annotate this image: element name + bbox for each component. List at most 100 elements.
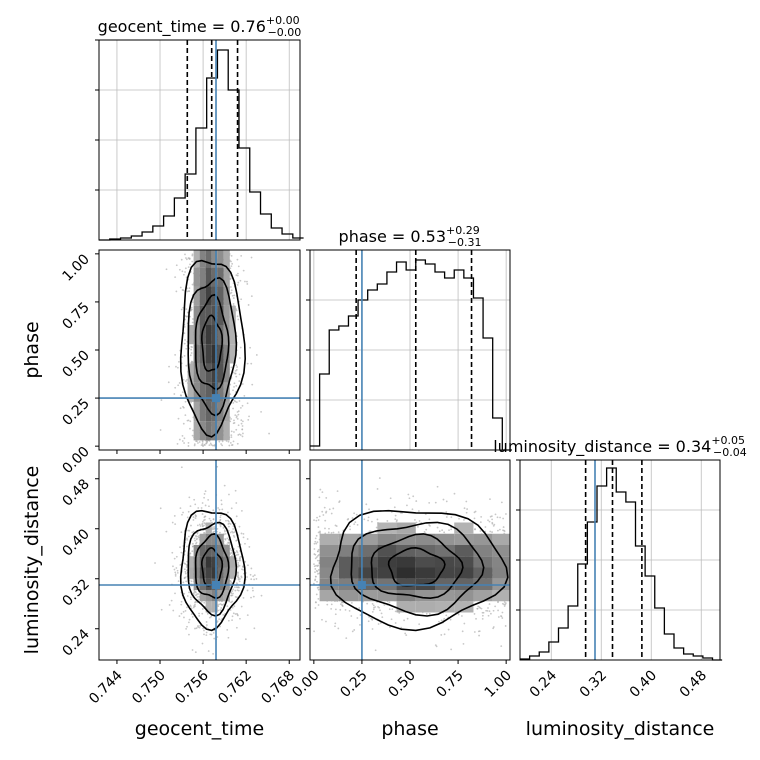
x-tick-label-luminosity_distance: 0.48 — [677, 668, 710, 701]
density-cell — [193, 286, 200, 306]
sample-point — [207, 498, 210, 501]
density-cell — [217, 250, 224, 268]
sample-point — [175, 290, 178, 293]
sample-point — [188, 496, 191, 499]
sample-point — [231, 444, 234, 446]
x-axis-label-geocent_time: geocent_time — [135, 718, 264, 740]
x-tick-label-phase: 0.25 — [337, 668, 370, 701]
sample-point — [328, 527, 330, 530]
sample-point — [406, 504, 408, 507]
sample-point — [193, 444, 196, 447]
sample-point — [398, 612, 401, 614]
sample-point — [423, 531, 426, 533]
sample-point — [232, 592, 234, 595]
sample-point — [188, 290, 190, 292]
sample-point — [192, 606, 195, 609]
sample-point — [179, 407, 182, 410]
sample-point — [334, 524, 337, 527]
sample-point — [237, 281, 240, 284]
sample-point — [218, 618, 221, 621]
sample-point — [173, 393, 176, 395]
sample-point — [317, 572, 319, 575]
density-cell — [199, 305, 206, 325]
sample-point — [315, 519, 318, 522]
sample-point — [219, 531, 221, 534]
sample-point — [231, 615, 234, 618]
sample-point — [231, 262, 234, 265]
sample-point — [159, 507, 162, 510]
sample-point — [180, 600, 183, 603]
sample-point — [503, 601, 506, 603]
sample-point — [235, 550, 238, 552]
density-cell — [217, 421, 224, 441]
sample-point — [187, 621, 190, 624]
sample-point — [314, 575, 317, 578]
sample-point — [174, 592, 176, 595]
sample-point — [227, 619, 230, 622]
density-cell — [223, 286, 230, 306]
sample-point — [405, 634, 408, 637]
sample-point — [378, 606, 381, 609]
sample-point — [252, 589, 254, 592]
sample-point — [219, 523, 222, 526]
sample-point — [208, 439, 211, 442]
sample-point — [229, 292, 232, 295]
sample-point — [189, 354, 192, 357]
sample-point — [205, 634, 208, 637]
sample-point — [194, 603, 196, 606]
density-cell — [199, 250, 206, 268]
sample-point — [238, 373, 241, 376]
sample-point — [207, 650, 210, 652]
sample-point — [240, 422, 243, 425]
sample-point — [330, 531, 333, 534]
sample-point — [168, 604, 171, 606]
sample-point — [246, 576, 248, 578]
density-cell — [415, 556, 435, 568]
sample-point — [190, 361, 193, 364]
sample-point — [326, 603, 329, 606]
sample-point — [485, 609, 488, 612]
sample-point — [189, 596, 192, 599]
sample-point — [208, 616, 211, 619]
sample-point — [241, 383, 244, 385]
sample-point — [487, 519, 489, 522]
sample-point — [237, 318, 240, 321]
sample-point — [228, 525, 230, 528]
sample-point — [334, 625, 336, 628]
sample-point — [202, 445, 204, 448]
sample-point — [201, 642, 204, 645]
sample-point — [376, 518, 379, 521]
density-cell — [396, 567, 416, 579]
sample-point — [453, 492, 456, 495]
sample-point — [199, 625, 202, 627]
sample-point — [337, 531, 340, 534]
sample-point — [314, 607, 317, 609]
sample-point — [396, 519, 398, 522]
density-cell — [396, 556, 416, 568]
sample-point — [315, 593, 318, 596]
sample-point — [232, 303, 235, 305]
density-cell — [217, 363, 224, 383]
density-cell — [217, 556, 224, 568]
sample-point — [332, 531, 335, 534]
density-cell — [187, 325, 194, 345]
sample-point — [159, 429, 162, 431]
sample-point — [242, 536, 245, 539]
sample-point — [232, 588, 235, 591]
sample-point — [174, 573, 177, 576]
sample-point — [248, 546, 251, 548]
sample-point — [201, 442, 204, 445]
sample-point — [489, 530, 492, 533]
y-tick-label-luminosity_distance: 0.24 — [59, 626, 92, 659]
sample-point — [197, 625, 199, 627]
sample-point — [400, 626, 403, 629]
sample-point — [500, 501, 503, 504]
sample-point — [206, 612, 209, 615]
sample-point — [242, 568, 245, 571]
sample-point — [196, 524, 199, 527]
sample-point — [314, 537, 317, 540]
sample-point — [316, 550, 319, 553]
sample-point — [340, 601, 343, 604]
sample-point — [229, 580, 232, 583]
sample-point — [165, 268, 168, 271]
